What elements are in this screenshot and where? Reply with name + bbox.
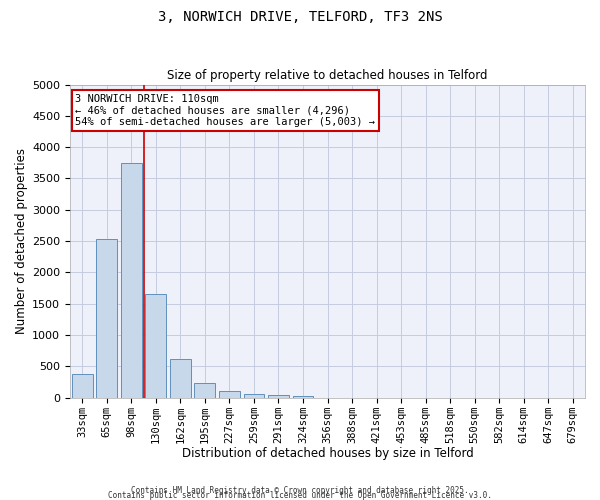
Bar (293, 396, 313, 398)
Bar (170, 360, 191, 398)
Text: 3, NORWICH DRIVE, TELFORD, TF3 2NS: 3, NORWICH DRIVE, TELFORD, TF3 2NS (158, 10, 442, 24)
Bar (145, 294, 166, 398)
Text: 3 NORWICH DRIVE: 110sqm
← 46% of detached houses are smaller (4,296)
54% of semi: 3 NORWICH DRIVE: 110sqm ← 46% of detache… (75, 94, 375, 127)
Title: Size of property relative to detached houses in Telford: Size of property relative to detached ho… (167, 69, 488, 82)
Bar (121, 163, 142, 398)
Bar (268, 395, 289, 398)
Bar (244, 394, 265, 398)
Bar (194, 384, 215, 398)
Bar (72, 374, 92, 398)
Text: Contains public sector information licensed under the Open Government Licence v3: Contains public sector information licen… (108, 490, 492, 500)
Y-axis label: Number of detached properties: Number of detached properties (15, 148, 28, 334)
X-axis label: Distribution of detached houses by size in Telford: Distribution of detached houses by size … (182, 447, 473, 460)
Text: Contains HM Land Registry data © Crown copyright and database right 2025.: Contains HM Land Registry data © Crown c… (131, 486, 469, 495)
Bar (219, 391, 240, 398)
Bar (97, 239, 117, 398)
